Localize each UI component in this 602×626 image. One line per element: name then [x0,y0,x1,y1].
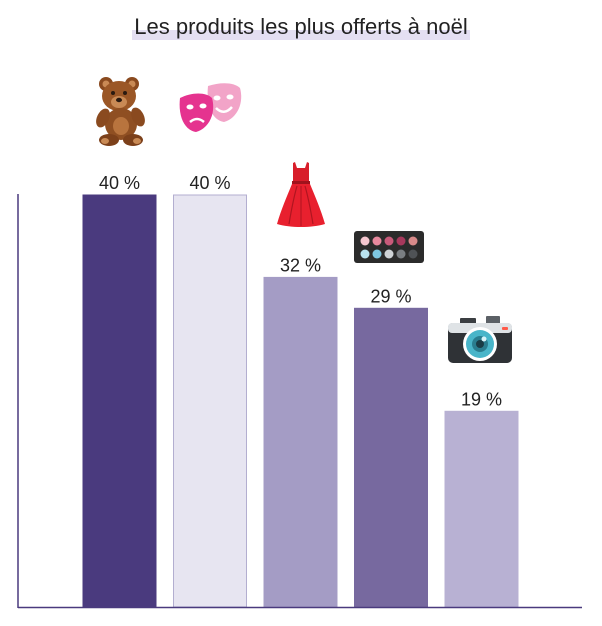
value-label-1: 40 % [99,173,140,193]
chart-title: Les produits les plus offerts à noël [132,14,470,42]
bars-layer [82,194,519,608]
bar-2 [173,194,247,608]
bar-1 [82,194,157,608]
value-label-4: 29 % [370,286,411,306]
teddy-bear-icon [96,77,145,146]
value-label-3: 32 % [280,255,321,275]
bar-3 [263,276,338,608]
bar-5 [444,410,519,608]
value-label-2: 40 % [189,173,230,193]
bar-4 [354,307,428,608]
dress-icon [277,162,325,227]
makeup-palette-icon [354,231,424,263]
value-labels-layer: 40 % 40 % 32 % 29 % 19 % [99,173,502,409]
camera-icon [448,316,512,363]
value-label-5: 19 % [461,389,502,409]
theater-masks-icon [179,83,242,132]
